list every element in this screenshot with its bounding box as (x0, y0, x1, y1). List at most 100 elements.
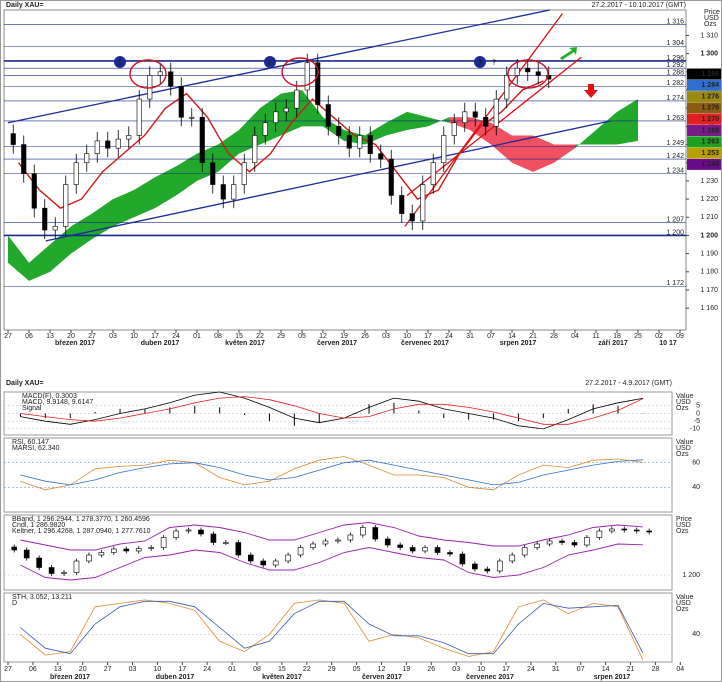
candle-body (621, 528, 628, 531)
x-tick-label: 31 (552, 666, 560, 673)
level-label: 1 292 (666, 62, 684, 69)
trendline (45, 120, 611, 242)
month-label: květen 2017 (262, 674, 302, 681)
x-tick-label: 17 (502, 666, 510, 673)
panel-frame (3, 437, 673, 513)
x-tick-label: 29 (328, 666, 336, 673)
month-label: březen 2017 (50, 674, 90, 681)
candle-body (210, 533, 217, 543)
candle-body (160, 537, 167, 548)
candle-body (23, 549, 30, 559)
candle-body (322, 540, 329, 545)
y-tick-label: -10 (690, 426, 700, 433)
price-tag-label: 1 263 (701, 139, 719, 146)
y-tick-label: 1 210 (700, 214, 718, 221)
month-label: duben 2017 (156, 674, 195, 681)
x-tick-label: 12 (378, 666, 386, 673)
x-tick-label: 19 (340, 333, 348, 340)
candle-body (483, 116, 489, 127)
month-label: květen 2017 (225, 340, 265, 347)
candle-body (63, 184, 69, 227)
candle-body (384, 538, 391, 546)
y-tick-label: 1 310 (700, 32, 718, 39)
y-axis-label: Value (676, 393, 693, 400)
candle-body (247, 554, 254, 562)
candle-body (126, 135, 132, 140)
y-tick-label: 40 (692, 484, 700, 491)
candle-body (571, 542, 578, 546)
y-tick-label: 40 (692, 631, 700, 638)
level-label: 1 234 (666, 167, 684, 174)
series-line (20, 456, 643, 491)
y-tick-label: 1 300 (700, 50, 718, 57)
series-line (20, 543, 643, 581)
legend-entry: Keltner, 1 296.4268, 1 287.0940, 1 277.7… (12, 528, 151, 535)
cloud-segment (386, 111, 407, 136)
x-tick-label: 03 (452, 666, 460, 673)
badge (114, 56, 126, 68)
candle-body (262, 122, 268, 136)
x-tick-label: 07 (577, 666, 585, 673)
level-label: 1 296 (666, 55, 684, 62)
cloud-segment (617, 99, 638, 145)
candle-body (111, 548, 117, 553)
x-tick-label: 17 (151, 333, 159, 340)
x-tick-label: 31 (466, 333, 474, 340)
legend-entry: D (12, 600, 17, 607)
candle-body (633, 529, 640, 532)
cloud-segment (50, 226, 71, 272)
level-label: 1 304 (666, 40, 684, 47)
candle-body (357, 135, 363, 149)
candle-body (252, 135, 258, 164)
y-axis-label: USD (676, 522, 691, 529)
candle-body (496, 560, 503, 572)
candle-body (168, 71, 174, 87)
candle-body (378, 153, 384, 160)
date-range: 27.2.2017 - 10.10.2017 (GMT) (591, 2, 686, 9)
x-tick-label: 10 (154, 666, 162, 673)
trendline (7, 9, 550, 124)
candle-body (409, 213, 415, 222)
x-tick-label: 24 (527, 666, 535, 673)
x-tick-label: 02 (655, 333, 663, 340)
candle-body (559, 540, 565, 543)
candle-body (346, 135, 352, 149)
month-label: červenec 2017 (466, 674, 514, 681)
x-tick-label: 21 (627, 666, 635, 673)
legend-entry: STH, 3.052, 13.211 (12, 594, 72, 601)
y-axis-label: Ozs (676, 405, 689, 412)
series-line (20, 459, 643, 486)
candle-body (441, 135, 447, 164)
candle-body (459, 553, 466, 565)
candle-body (335, 539, 341, 542)
candle-body (546, 75, 552, 80)
candle-body (514, 67, 520, 76)
x-tick-label: 03 (129, 666, 137, 673)
y-axis-label: Ozs (676, 606, 689, 613)
plot-area (3, 9, 687, 331)
candle-body (484, 568, 491, 572)
x-tick-label: 09 (676, 333, 684, 340)
cloud-segment (596, 111, 617, 145)
candle-body (178, 86, 184, 118)
price-tag-label: 1 249 (701, 161, 719, 168)
x-tick-label: 26 (361, 333, 369, 340)
cloud-segment (428, 117, 449, 127)
candle-body (123, 548, 130, 552)
price-tag-label: 1 253 (701, 150, 719, 157)
x-tick-label: 20 (67, 333, 75, 340)
candle-body (10, 133, 16, 145)
candle-body (336, 126, 342, 136)
legend-entry: MARSI, 62.340 (12, 445, 60, 452)
title: Daily XAU= (6, 380, 44, 387)
y-axis-label: USD (676, 445, 691, 452)
candle-body (504, 75, 510, 100)
cloud-segment (92, 199, 113, 240)
x-tick-label: 08 (214, 333, 222, 340)
x-tick-label: 13 (54, 666, 62, 673)
candle-body (397, 544, 403, 548)
